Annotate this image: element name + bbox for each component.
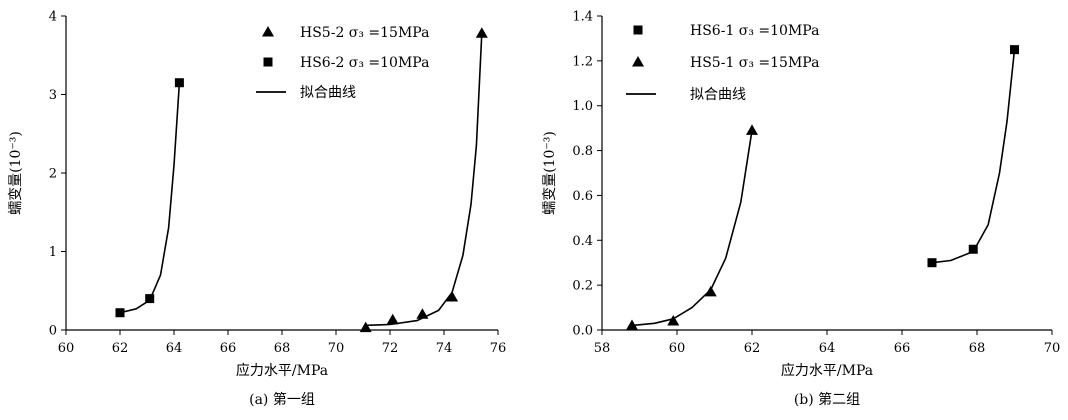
data-point (115, 308, 125, 318)
y-tick-label: 0.8 (572, 144, 593, 159)
y-axis-label: 蠕变量(10⁻³) (542, 131, 558, 215)
y-tick-label: 0.4 (572, 234, 593, 249)
y-tick-label: 1.0 (572, 99, 593, 114)
chart-b: 58 60 62 64 66 68 70 0.0 0.2 0.4 0.6 0.8 1.0 1.2 1.4 应力… (542, 10, 1060, 409)
y-tick-label: 3 (49, 88, 57, 103)
data-point (667, 315, 680, 326)
fit-curve (931, 49, 1016, 264)
y-tick-label: 0.2 (572, 279, 593, 294)
fit-curve (631, 130, 753, 327)
data-point (746, 124, 758, 135)
x-tick-label: 60 (669, 341, 686, 356)
data-point (359, 321, 372, 333)
y-tick-label: 0.6 (572, 189, 593, 204)
legend-entry-label: HS6-1 σ₃ =10MPa (690, 23, 819, 39)
x-tick-label: 72 (382, 341, 399, 356)
data-point (704, 285, 717, 297)
x-tick-label: 58 (594, 341, 611, 356)
x-tick-label: 70 (328, 341, 345, 356)
y-tick-label: 1 (49, 245, 57, 260)
panel-caption: (b) 第二组 (794, 391, 860, 408)
panel-caption: (a) 第一组 (249, 391, 315, 408)
x-tick-label: 66 (220, 341, 237, 356)
y-tick-label: 0.0 (572, 324, 593, 339)
legend-square-icon (633, 25, 643, 35)
data-point (446, 291, 459, 302)
data-point (475, 27, 488, 38)
x-tick-label: 62 (112, 341, 129, 356)
chart-a: 60 62 64 66 68 70 72 74 76 0 1 2 3 4 应力水平/MPa 蠕变量(10⁻³)… (8, 10, 506, 409)
legend-entry-label: HS5-1 σ₃ =15MPa (690, 55, 819, 71)
legend-triangle-icon (262, 26, 274, 37)
y-tick-label: 2 (49, 167, 57, 182)
x-axis-label: 应力水平/MPa (236, 362, 328, 379)
x-axis-label: 应力水平/MPa (781, 362, 873, 379)
x-tick-label: 60 (58, 341, 75, 356)
x-tick-label: 62 (744, 341, 761, 356)
legend-square-icon (263, 57, 273, 67)
data-point (1010, 45, 1019, 55)
legend-triangle-icon (632, 56, 644, 67)
x-tick-label: 64 (166, 341, 183, 356)
y-tick-label: 1.2 (572, 54, 593, 69)
data-point (174, 78, 184, 88)
x-tick-label: 64 (819, 341, 836, 356)
x-tick-label: 68 (969, 341, 986, 356)
legend-entry-label: 拟合曲线 (300, 85, 356, 101)
legend-entry-label: HS6-2 σ₃ =10MPa (300, 55, 429, 71)
x-tick-label: 70 (1044, 341, 1061, 356)
legend-entry-label: HS5-2 σ₃ =15MPa (300, 25, 429, 41)
y-tick-label: 0 (49, 324, 57, 339)
data-point (968, 244, 978, 254)
data-point (386, 313, 399, 325)
x-tick-label: 66 (894, 341, 911, 356)
legend-entry-label: 拟合曲线 (690, 87, 746, 103)
x-tick-label: 74 (436, 341, 453, 356)
fit-curve (365, 33, 483, 327)
y-axis-label: 蠕变量(10⁻³) (8, 131, 24, 215)
y-tick-label: 1.4 (572, 10, 593, 25)
y-tick-label: 4 (49, 10, 57, 25)
fit-curve (119, 82, 181, 314)
data-point (626, 319, 638, 331)
x-tick-label: 68 (274, 341, 291, 356)
data-point (145, 294, 155, 304)
data-point (927, 258, 937, 268)
data-point (416, 308, 429, 319)
x-tick-label: 76 (490, 341, 507, 356)
